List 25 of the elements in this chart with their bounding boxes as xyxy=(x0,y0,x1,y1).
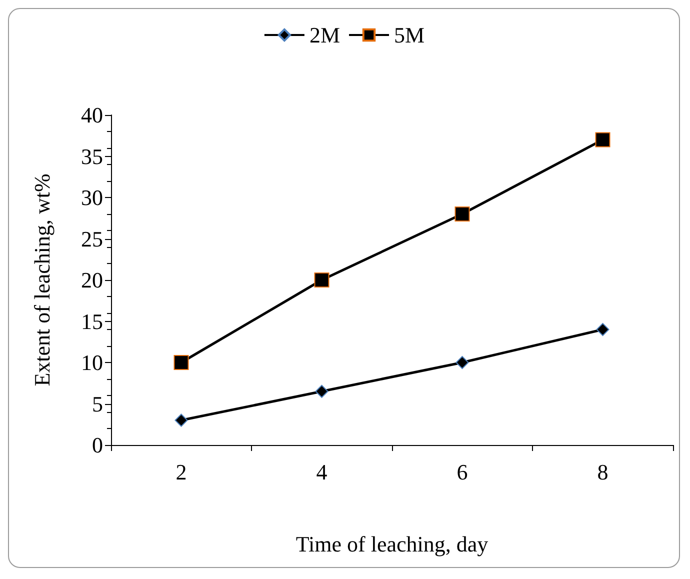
x-tick-label: 8 xyxy=(597,460,608,484)
y-axis-title: Extent of leaching, wt% xyxy=(30,174,54,386)
y-tick-label: 25 xyxy=(81,226,103,252)
point xyxy=(174,414,188,427)
point xyxy=(456,356,469,369)
y-tick-label: 35 xyxy=(81,144,103,169)
x-tick-label: 4 xyxy=(316,460,328,484)
point xyxy=(315,384,328,398)
x-axis-title: Time of leaching, day xyxy=(296,532,488,556)
y-tick-label: 0 xyxy=(92,432,103,458)
y-tick-label: 30 xyxy=(81,185,103,210)
x-tick-label: 6 xyxy=(456,460,468,484)
y-tick-label: 10 xyxy=(81,350,103,375)
point xyxy=(454,206,470,222)
point xyxy=(596,323,610,336)
legend-label: 2M xyxy=(309,22,340,48)
y-tick-label: 15 xyxy=(81,308,103,334)
point xyxy=(595,132,610,148)
legend-label: 5M xyxy=(394,22,425,48)
y-tick-label: 5 xyxy=(92,391,103,416)
y-tick-label: 20 xyxy=(81,268,103,292)
point xyxy=(174,355,189,370)
point xyxy=(314,272,330,288)
y-tick-label: 40 xyxy=(81,102,103,128)
x-tick-label: 2 xyxy=(176,460,187,484)
